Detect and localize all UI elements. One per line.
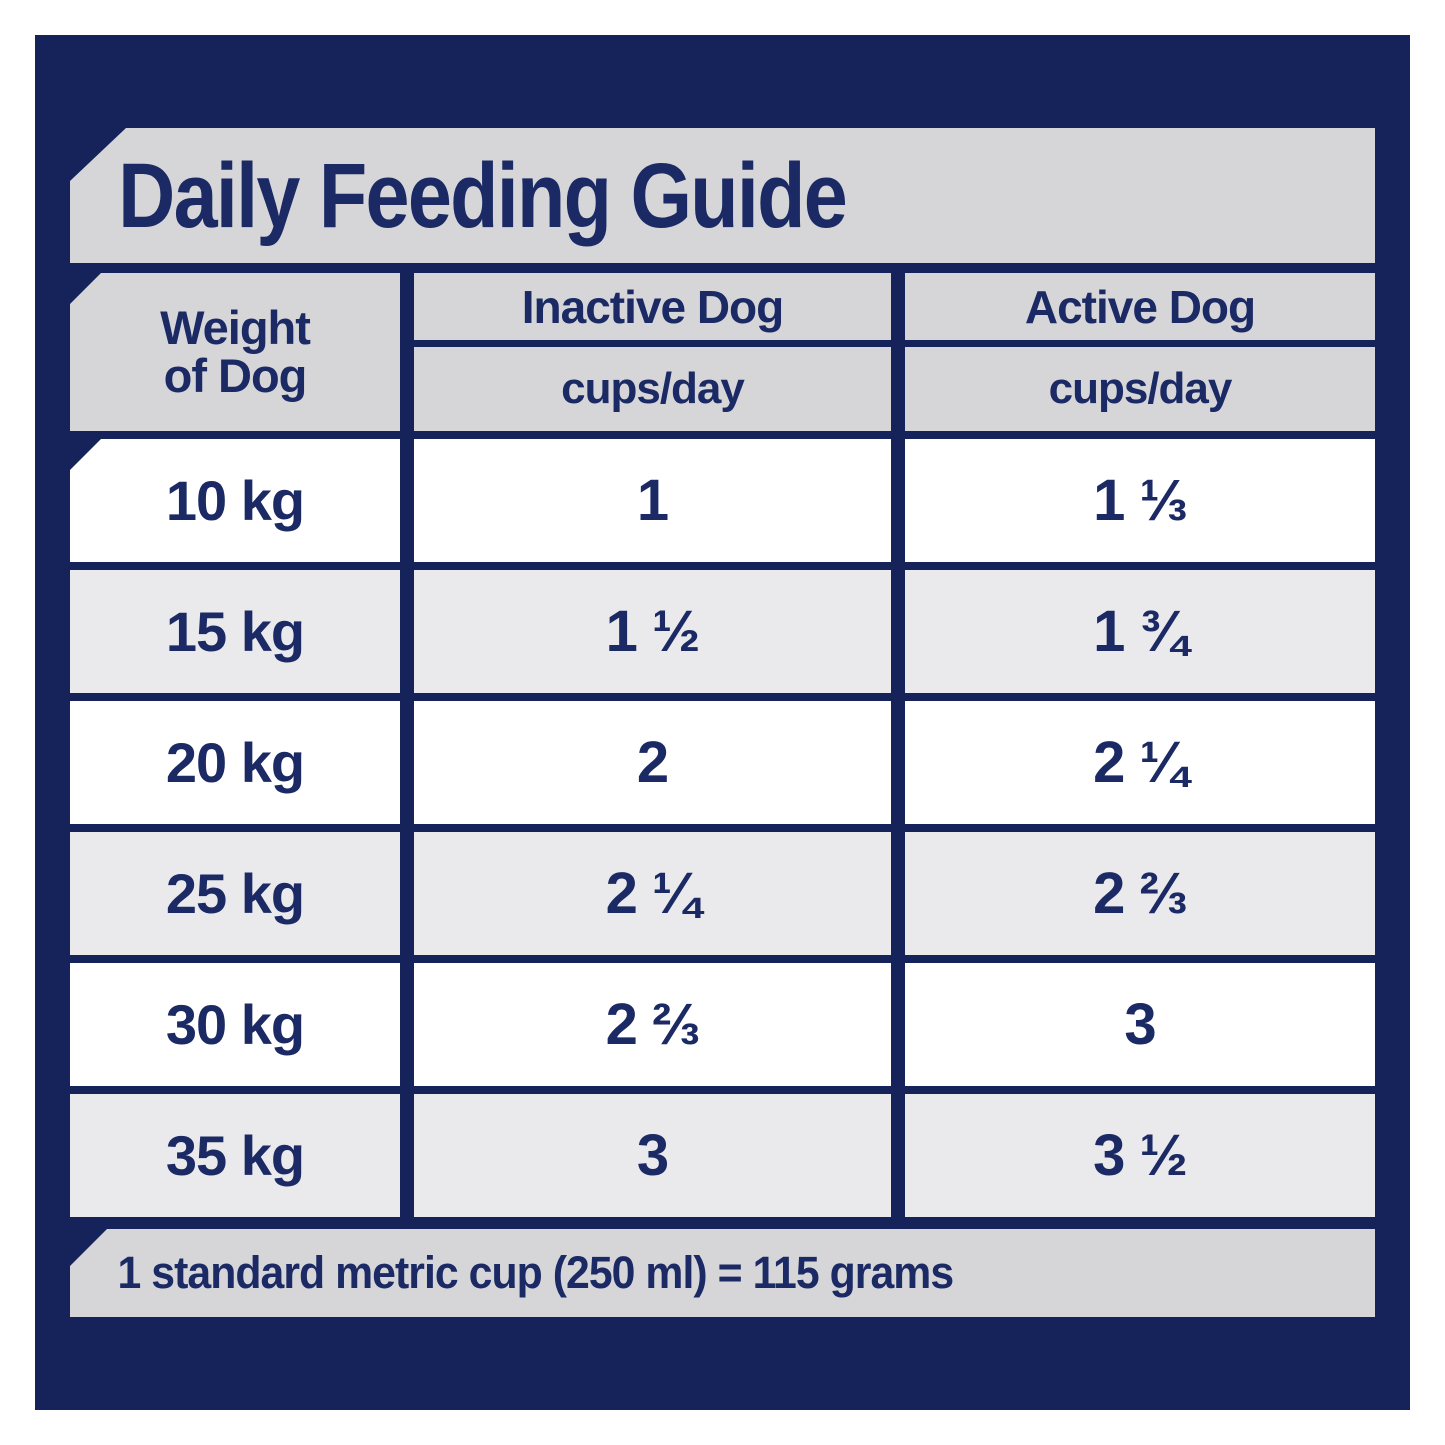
- inactive-cell-25kg: 2 ¼: [414, 832, 891, 955]
- title-bar: Daily Feeding Guide: [70, 128, 1375, 263]
- weight-header-line2: of Dog: [163, 349, 308, 402]
- footnote-bar: 1 standard metric cup (250 ml) = 115 gra…: [70, 1229, 1375, 1317]
- active-dog-label: Active Dog: [905, 273, 1375, 347]
- active-cell-10kg: 1 ⅓: [905, 439, 1375, 562]
- inactive-unit-label: cups/day: [561, 364, 745, 413]
- active-cell-15kg: 1 ¾: [905, 570, 1375, 693]
- column-header-active: Active Dog cups/day: [905, 273, 1375, 431]
- inactive-cell-30kg: 2 ⅔: [414, 963, 891, 1086]
- feeding-guide-panel: Daily Feeding Guide Weight of Dog Inacti…: [35, 35, 1410, 1410]
- active-cell-20kg: 2 ¼: [905, 701, 1375, 824]
- active-cell-30kg: 3: [905, 963, 1375, 1086]
- feeding-table: Weight of Dog Inactive Dog cups/day Acti…: [70, 273, 1375, 1217]
- inactive-cell-15kg: 1 ½: [414, 570, 891, 693]
- active-unit-label: cups/day: [1048, 364, 1233, 413]
- weight-cell-35kg: 35 kg: [70, 1094, 400, 1217]
- inactive-cell-35kg: 3: [414, 1094, 891, 1217]
- page-title: Daily Feeding Guide: [118, 144, 848, 247]
- weight-cell-15kg: 15 kg: [70, 570, 400, 693]
- inactive-cell-20kg: 2: [414, 701, 891, 824]
- footnote-text: 1 standard metric cup (250 ml) = 115 gra…: [117, 1247, 955, 1298]
- weight-cell-30kg: 30 kg: [70, 963, 400, 1086]
- weight-cell-25kg: 25 kg: [70, 832, 400, 955]
- weight-header-line1: Weight: [160, 301, 311, 355]
- inactive-cell-10kg: 1: [414, 439, 891, 562]
- column-header-weight: Weight of Dog: [70, 273, 400, 431]
- active-cell-35kg: 3 ½: [905, 1094, 1375, 1217]
- weight-cell-10kg: 10 kg: [70, 439, 400, 562]
- inactive-dog-label: Inactive Dog: [414, 273, 891, 347]
- active-cell-25kg: 2 ⅔: [905, 832, 1375, 955]
- column-header-inactive: Inactive Dog cups/day: [414, 273, 891, 431]
- weight-cell-20kg: 20 kg: [70, 701, 400, 824]
